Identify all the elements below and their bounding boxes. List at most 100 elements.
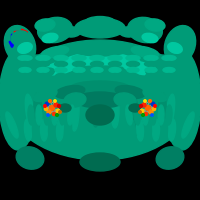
Ellipse shape (65, 54, 95, 66)
Ellipse shape (108, 55, 122, 60)
Ellipse shape (37, 68, 49, 72)
Circle shape (50, 106, 54, 110)
Ellipse shape (145, 68, 157, 72)
Ellipse shape (64, 119, 72, 141)
Ellipse shape (171, 46, 189, 58)
Ellipse shape (85, 17, 115, 27)
Ellipse shape (150, 105, 156, 125)
Ellipse shape (16, 147, 44, 169)
Ellipse shape (91, 89, 99, 127)
Ellipse shape (45, 101, 55, 135)
Ellipse shape (72, 44, 128, 56)
Circle shape (142, 103, 146, 107)
Circle shape (149, 110, 153, 114)
Ellipse shape (144, 62, 158, 66)
Ellipse shape (32, 119, 40, 141)
Circle shape (47, 114, 49, 116)
Ellipse shape (144, 55, 158, 60)
Ellipse shape (90, 55, 104, 60)
Ellipse shape (164, 26, 196, 64)
Circle shape (52, 112, 56, 116)
Ellipse shape (163, 68, 175, 72)
Ellipse shape (168, 119, 176, 141)
Circle shape (44, 107, 48, 111)
Ellipse shape (115, 86, 145, 98)
Ellipse shape (123, 61, 157, 75)
Ellipse shape (86, 105, 114, 125)
Ellipse shape (171, 31, 189, 45)
Circle shape (47, 110, 51, 114)
Ellipse shape (74, 73, 84, 78)
Ellipse shape (163, 50, 200, 150)
Circle shape (49, 100, 51, 102)
Ellipse shape (92, 73, 102, 78)
Ellipse shape (142, 33, 158, 43)
Ellipse shape (25, 94, 35, 130)
Ellipse shape (18, 55, 32, 60)
Ellipse shape (18, 43, 32, 53)
Ellipse shape (28, 105, 34, 125)
Ellipse shape (81, 92, 89, 128)
Ellipse shape (131, 46, 159, 58)
Ellipse shape (80, 153, 120, 171)
Ellipse shape (24, 119, 32, 141)
Circle shape (154, 105, 156, 107)
Ellipse shape (158, 55, 182, 69)
Ellipse shape (52, 105, 58, 125)
Ellipse shape (16, 97, 28, 139)
Ellipse shape (110, 73, 120, 78)
Ellipse shape (131, 95, 139, 135)
Ellipse shape (34, 93, 42, 127)
Ellipse shape (60, 55, 140, 69)
Ellipse shape (75, 18, 125, 38)
Ellipse shape (162, 62, 176, 66)
Ellipse shape (160, 119, 168, 141)
Ellipse shape (162, 55, 176, 60)
Ellipse shape (134, 105, 140, 125)
Ellipse shape (40, 119, 48, 141)
Ellipse shape (44, 105, 50, 125)
Ellipse shape (11, 46, 29, 58)
Ellipse shape (36, 105, 42, 125)
Circle shape (56, 114, 58, 116)
Ellipse shape (6, 112, 18, 138)
Ellipse shape (172, 97, 184, 139)
Circle shape (152, 107, 156, 111)
Ellipse shape (114, 93, 136, 107)
Circle shape (151, 102, 155, 106)
Ellipse shape (9, 90, 23, 126)
Ellipse shape (48, 119, 56, 141)
Ellipse shape (119, 27, 137, 37)
Circle shape (142, 114, 144, 116)
Circle shape (151, 114, 153, 116)
Ellipse shape (35, 19, 55, 31)
Ellipse shape (18, 62, 32, 66)
Ellipse shape (38, 73, 48, 78)
Ellipse shape (90, 62, 104, 66)
Ellipse shape (143, 88, 167, 102)
Ellipse shape (42, 33, 58, 43)
Ellipse shape (142, 105, 148, 125)
Circle shape (54, 100, 56, 102)
Ellipse shape (111, 92, 119, 128)
Circle shape (54, 103, 58, 107)
Ellipse shape (108, 62, 122, 66)
Ellipse shape (55, 68, 67, 72)
Ellipse shape (109, 68, 121, 72)
Ellipse shape (20, 73, 30, 78)
Ellipse shape (54, 55, 68, 60)
Circle shape (45, 102, 49, 106)
Ellipse shape (128, 119, 136, 141)
Ellipse shape (59, 104, 71, 112)
Ellipse shape (146, 68, 174, 82)
Ellipse shape (56, 73, 66, 78)
Ellipse shape (43, 61, 77, 75)
Ellipse shape (136, 119, 144, 141)
Circle shape (144, 112, 148, 116)
Ellipse shape (177, 90, 191, 126)
Ellipse shape (105, 54, 135, 66)
Circle shape (58, 104, 60, 108)
Circle shape (59, 111, 61, 113)
Ellipse shape (0, 50, 37, 150)
Ellipse shape (156, 147, 184, 169)
